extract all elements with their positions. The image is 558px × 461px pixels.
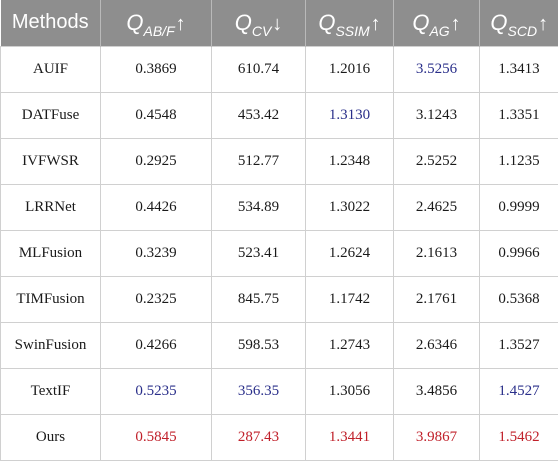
method-cell: Ours (0, 414, 101, 461)
up-arrow-icon: ↑ (175, 12, 186, 35)
value-cell: 1.2743 (305, 322, 394, 369)
value-cell: 512.77 (211, 137, 306, 185)
value-cell: 1.5462 (479, 414, 558, 461)
value-cell: 1.3022 (305, 183, 394, 231)
value-cell: 1.1235 (479, 137, 558, 185)
value-cell: 1.1742 (305, 275, 394, 323)
metric-symbol: Q (318, 9, 336, 35)
table-row: DATFuse 0.4548 453.42 1.3130 3.1243 1.33… (0, 91, 558, 139)
value-cell: 287.43 (211, 414, 306, 461)
table-row: AUIF 0.3869 610.74 1.2016 3.5256 1.3413 (0, 45, 558, 93)
value-cell: 2.6346 (393, 322, 480, 369)
value-cell: 3.1243 (393, 91, 480, 139)
value-cell: 0.9966 (479, 229, 558, 277)
value-cell: 0.4548 (100, 91, 212, 139)
header-metric-qcv: QCV↓ (211, 0, 306, 46)
metric-subscript: AB/F (143, 22, 175, 39)
value-cell: 2.4625 (393, 183, 480, 231)
value-cell: 1.4527 (479, 368, 558, 415)
value-cell: 0.2925 (100, 137, 212, 185)
table-row: TIMFusion 0.2325 845.75 1.1742 2.1761 0.… (0, 275, 558, 323)
value-cell: 2.1613 (393, 229, 480, 277)
metric-symbol: Q (412, 9, 430, 35)
header-row: Methods QAB/F↑ QCV↓ QSSIM↑ QAG↑ QSCD↑ (0, 0, 558, 46)
method-cell: LRRNet (0, 183, 101, 231)
value-cell: 3.5256 (393, 45, 480, 93)
header-metric-qssim: QSSIM↑ (305, 0, 394, 46)
value-cell: 1.2016 (305, 45, 394, 93)
header-metric-qabf: QAB/F↑ (100, 0, 212, 46)
table-row: LRRNet 0.4426 534.89 1.3022 2.4625 0.999… (0, 183, 558, 231)
value-cell: 356.35 (211, 368, 306, 415)
value-cell: 453.42 (211, 91, 306, 139)
up-arrow-icon: ↑ (370, 12, 381, 35)
value-cell: 0.9999 (479, 183, 558, 231)
table-body: AUIF 0.3869 610.74 1.2016 3.5256 1.3413 … (0, 45, 558, 461)
header-metric-qscd: QSCD↑ (479, 0, 558, 46)
value-cell: 610.74 (211, 45, 306, 93)
value-cell: 2.5252 (393, 137, 480, 185)
value-cell: 1.3527 (479, 322, 558, 369)
header-metric-qag: QAG↑ (393, 0, 480, 46)
value-cell: 598.53 (211, 322, 306, 369)
up-arrow-icon: ↑ (538, 12, 549, 35)
method-cell: SwinFusion (0, 322, 101, 369)
value-cell: 1.3351 (479, 91, 558, 139)
value-cell: 3.4856 (393, 368, 480, 415)
table-row: MLFusion 0.3239 523.41 1.2624 2.1613 0.9… (0, 229, 558, 277)
value-cell: 1.2624 (305, 229, 394, 277)
value-cell: 1.3056 (305, 368, 394, 415)
up-arrow-icon: ↑ (450, 12, 461, 35)
value-cell: 1.2348 (305, 137, 394, 185)
value-cell: 1.3441 (305, 414, 394, 461)
metric-subscript: SSIM (335, 22, 370, 39)
value-cell: 0.5235 (100, 368, 212, 415)
metric-symbol: Q (234, 9, 252, 35)
method-cell: TextIF (0, 368, 101, 415)
value-cell: 1.3130 (305, 91, 394, 139)
value-cell: 0.5368 (479, 275, 558, 323)
table-row: TextIF 0.5235 356.35 1.3056 3.4856 1.452… (0, 368, 558, 415)
value-cell: 0.5845 (100, 414, 212, 461)
metric-symbol: Q (126, 9, 144, 35)
value-cell: 1.3413 (479, 45, 558, 93)
metric-subscript: AG (429, 22, 450, 39)
method-cell: IVFWSR (0, 137, 101, 185)
method-cell: DATFuse (0, 91, 101, 139)
table-row: IVFWSR 0.2925 512.77 1.2348 2.5252 1.123… (0, 137, 558, 185)
header-methods: Methods (0, 0, 101, 46)
value-cell: 845.75 (211, 275, 306, 323)
value-cell: 0.2325 (100, 275, 212, 323)
down-arrow-icon: ↓ (272, 12, 283, 35)
value-cell: 523.41 (211, 229, 306, 277)
value-cell: 0.4266 (100, 322, 212, 369)
value-cell: 3.9867 (393, 414, 480, 461)
method-cell: TIMFusion (0, 275, 101, 323)
value-cell: 0.3239 (100, 229, 212, 277)
table-row: Ours 0.5845 287.43 1.3441 3.9867 1.5462 (0, 414, 558, 461)
value-cell: 2.1761 (393, 275, 480, 323)
value-cell: 534.89 (211, 183, 306, 231)
metric-subscript: SCD (507, 22, 538, 39)
table-row: SwinFusion 0.4266 598.53 1.2743 2.6346 1… (0, 322, 558, 369)
method-cell: AUIF (0, 45, 101, 93)
metric-subscript: CV (251, 22, 272, 39)
value-cell: 0.3869 (100, 45, 212, 93)
table-header: Methods QAB/F↑ QCV↓ QSSIM↑ QAG↑ QSCD↑ (0, 0, 558, 46)
value-cell: 0.4426 (100, 183, 212, 231)
method-cell: MLFusion (0, 229, 101, 277)
metric-symbol: Q (490, 9, 508, 35)
